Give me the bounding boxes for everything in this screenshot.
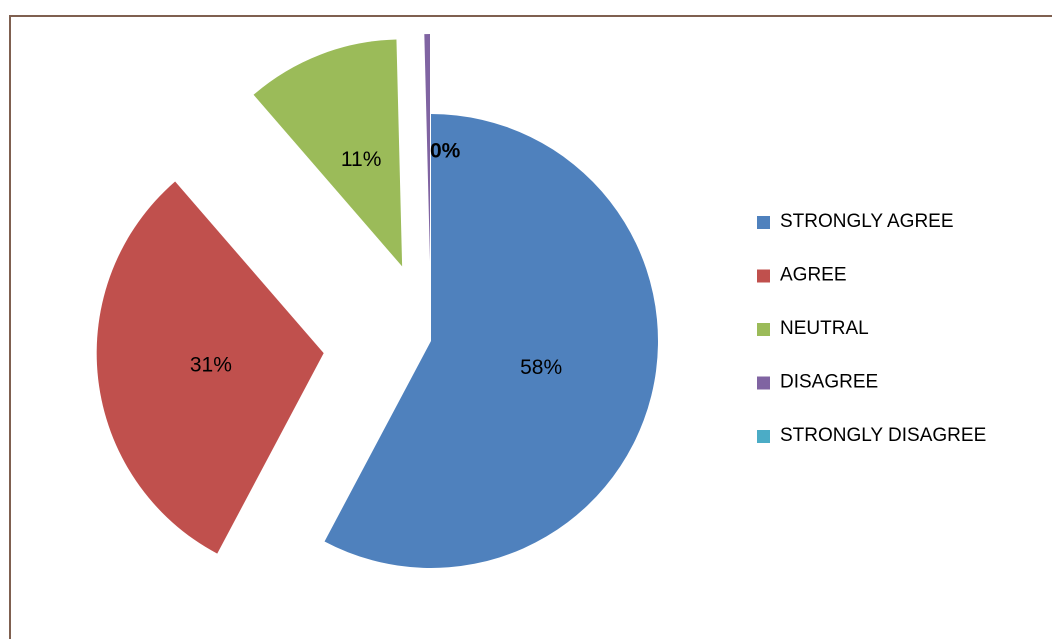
legend-swatch bbox=[757, 323, 770, 336]
data-label: 31% bbox=[190, 353, 232, 376]
data-label: 0% bbox=[430, 140, 461, 163]
legend-swatch bbox=[757, 430, 770, 443]
data-label: 11% bbox=[341, 148, 381, 171]
legend-swatch bbox=[757, 269, 770, 283]
legend-swatch bbox=[757, 216, 770, 229]
pie-slice bbox=[96, 181, 324, 554]
legend-label: AGREE bbox=[780, 265, 847, 286]
legend-label: NEUTRAL bbox=[780, 318, 869, 339]
data-label: 58% bbox=[520, 356, 562, 379]
pie-slice bbox=[324, 114, 659, 569]
legend-label: STRONGLY DISAGREE bbox=[780, 425, 986, 446]
legend-label: STRONGLY AGREE bbox=[780, 211, 954, 232]
legend-swatch bbox=[757, 376, 770, 390]
pie-slice bbox=[424, 34, 430, 262]
pie-slice bbox=[253, 39, 403, 267]
legend-label: DISAGREE bbox=[780, 372, 878, 393]
